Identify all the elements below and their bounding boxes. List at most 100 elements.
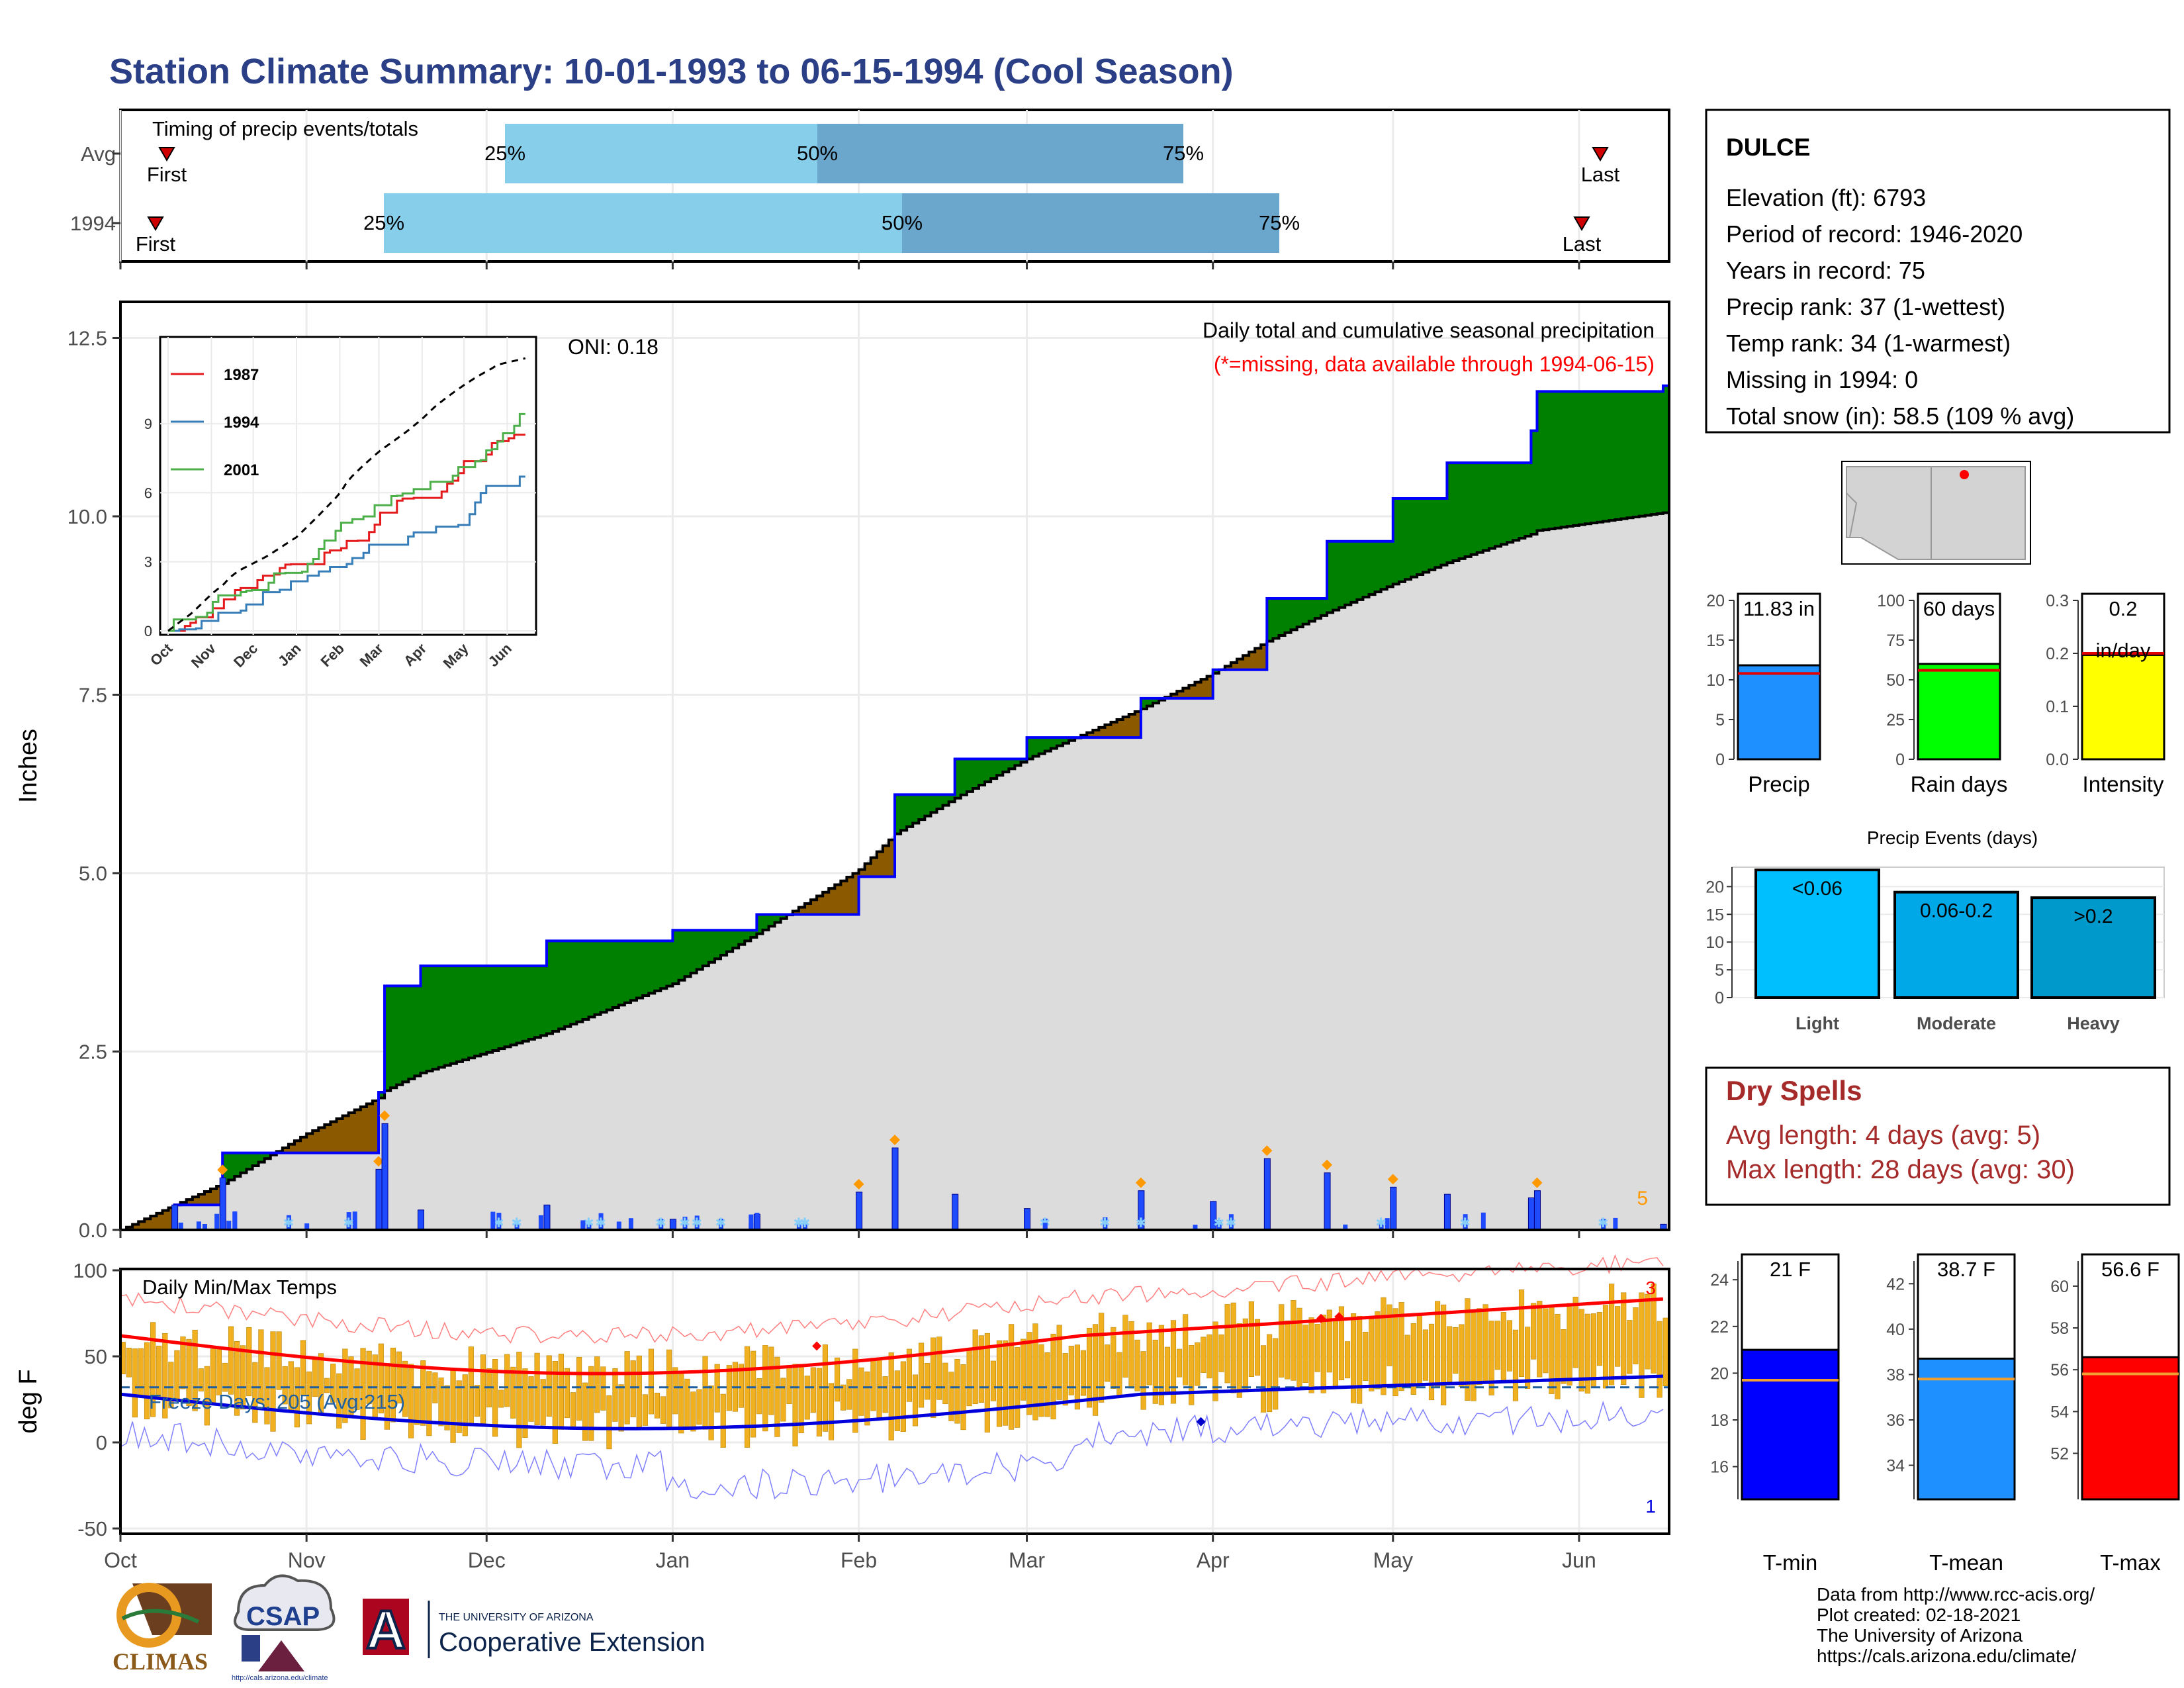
surplus-area: [768, 914, 776, 927]
events-tick-label: 5: [1715, 961, 1724, 980]
daily-temp-bar: [684, 1378, 690, 1429]
dry-spells-box: Dry Spells Avg length: 4 days (avg: 5) M…: [1705, 1066, 2171, 1206]
daily-temp-bar: [1555, 1313, 1561, 1399]
surplus-area: [660, 941, 667, 989]
deficit-area: [846, 877, 854, 915]
surplus-area: [492, 966, 499, 1051]
surplus-area: [1662, 385, 1670, 513]
small-temp-tick-label: 60: [2050, 1278, 2069, 1296]
daily-precip-bar: [802, 1220, 807, 1230]
daily-temp-bar: [841, 1384, 846, 1411]
surplus-area: [649, 941, 655, 994]
deficit-area: [792, 911, 799, 915]
daily-temp-bar: [348, 1356, 354, 1415]
surplus-area: [942, 794, 950, 806]
surplus-area: [606, 941, 614, 1010]
daily-temp-bar: [654, 1392, 660, 1419]
small-temp-tick-label: 34: [1886, 1457, 1905, 1476]
daily-precip-bar: [749, 1214, 754, 1230]
surplus-area: [690, 930, 698, 973]
freeze-label: Freeze Days: 205 (Avg:215): [149, 1390, 405, 1413]
small-temp-name: T-mean: [1929, 1550, 2003, 1575]
daily-temp-bar: [558, 1354, 564, 1430]
daily-precip-bar: [891, 1147, 899, 1231]
surplus-area: [1320, 598, 1328, 616]
daily-temp-bar: [588, 1366, 594, 1441]
daily-precip-bar: [598, 1213, 604, 1230]
climas-logo: CLIMAS: [113, 1583, 212, 1675]
surplus-area: [624, 941, 631, 1003]
deficit-area: [876, 851, 884, 877]
deficit-area: [1111, 722, 1118, 738]
surplus-area: [1615, 391, 1622, 520]
daily-temp-bar: [636, 1355, 642, 1429]
daily-temp-bar: [1416, 1314, 1422, 1383]
daily-temp-bar: [600, 1366, 606, 1411]
daily-precip-bar: [1324, 1172, 1331, 1231]
small-temp-tick-label: 22: [1710, 1318, 1729, 1336]
small-precip-value-label: 11.83 in: [1743, 597, 1815, 620]
daily-temp-bar: [474, 1385, 480, 1417]
inset-ytick-label: 6: [144, 485, 152, 501]
surplus-area: [1459, 463, 1466, 559]
daily-temp-bar: [1465, 1298, 1471, 1401]
timing-panel: Timing of precip events/totals Avg 25% 50%…: [70, 109, 1670, 263]
daily-temp-bar: [1134, 1339, 1140, 1391]
month-label: Jan: [656, 1548, 690, 1572]
heavy-event-marker: [1322, 1159, 1333, 1170]
inset-legend-label: 2001: [224, 461, 259, 479]
daily-temp-bar: [1056, 1325, 1062, 1400]
daily-precip-bar: [616, 1221, 621, 1230]
daily-temp-bar: [492, 1359, 498, 1437]
small-precip-value-label: 60 days: [1923, 597, 1995, 620]
deficit-area: [295, 1141, 301, 1153]
daily-temp-bar: [1639, 1292, 1645, 1398]
surplus-area: [1572, 391, 1580, 526]
daily-temp-bar: [1387, 1304, 1392, 1366]
daily-temp-bar: [1500, 1312, 1506, 1383]
month-label: Nov: [288, 1548, 326, 1572]
deficit-area: [835, 884, 841, 915]
deficit-area: [1249, 651, 1255, 670]
deficit-area: [1224, 666, 1232, 670]
deficit-area: [882, 845, 889, 877]
month-label: Oct: [104, 1548, 137, 1572]
deficit-area: [1261, 645, 1267, 670]
timing-bar-q3: [902, 193, 1279, 253]
surplus-area: [1447, 463, 1454, 563]
climas-logo-text: CLIMAS: [113, 1648, 208, 1675]
deficit-area: [864, 863, 872, 877]
surplus-area: [1585, 391, 1592, 524]
timing-p50-label: 50%: [882, 211, 923, 234]
surplus-area: [985, 759, 991, 782]
daily-temp-bar: [918, 1342, 925, 1408]
daily-temp-bar: [1105, 1344, 1111, 1382]
temp-ytick-label: 0: [96, 1431, 107, 1454]
surplus-area: [540, 966, 547, 1036]
surplus-area: [258, 1152, 265, 1162]
daily-temp-bar: [978, 1335, 984, 1403]
deficit-area: [1122, 716, 1130, 738]
timing-bar-q3: [817, 124, 1183, 183]
daily-temp-bar: [702, 1356, 708, 1430]
inset-ytick-label: 0: [144, 623, 152, 639]
surplus-area: [408, 986, 416, 1079]
daily-temp-bar: [1074, 1344, 1080, 1410]
small-temp-tick-label: 16: [1710, 1458, 1729, 1477]
daily-temp-bar: [612, 1368, 618, 1422]
surplus-area: [696, 930, 704, 970]
surplus-area: [1327, 541, 1334, 613]
snow-marker: ✱: [1459, 1216, 1471, 1231]
precip-ytick-label: 0.0: [79, 1219, 107, 1242]
surplus-area: [1488, 463, 1496, 549]
month-label: Jun: [1562, 1548, 1596, 1572]
surplus-area: [546, 941, 553, 1034]
surplus-area: [240, 1152, 248, 1173]
daily-temp-bar: [426, 1371, 432, 1436]
daily-temp-bar: [510, 1366, 516, 1419]
deficit-area: [1183, 688, 1190, 698]
daily-temp-bar: [828, 1383, 835, 1440]
daily-temp-bar: [138, 1348, 144, 1396]
daily-temp-bar: [960, 1364, 966, 1430]
events-title: Precip Events (days): [1867, 827, 2038, 848]
